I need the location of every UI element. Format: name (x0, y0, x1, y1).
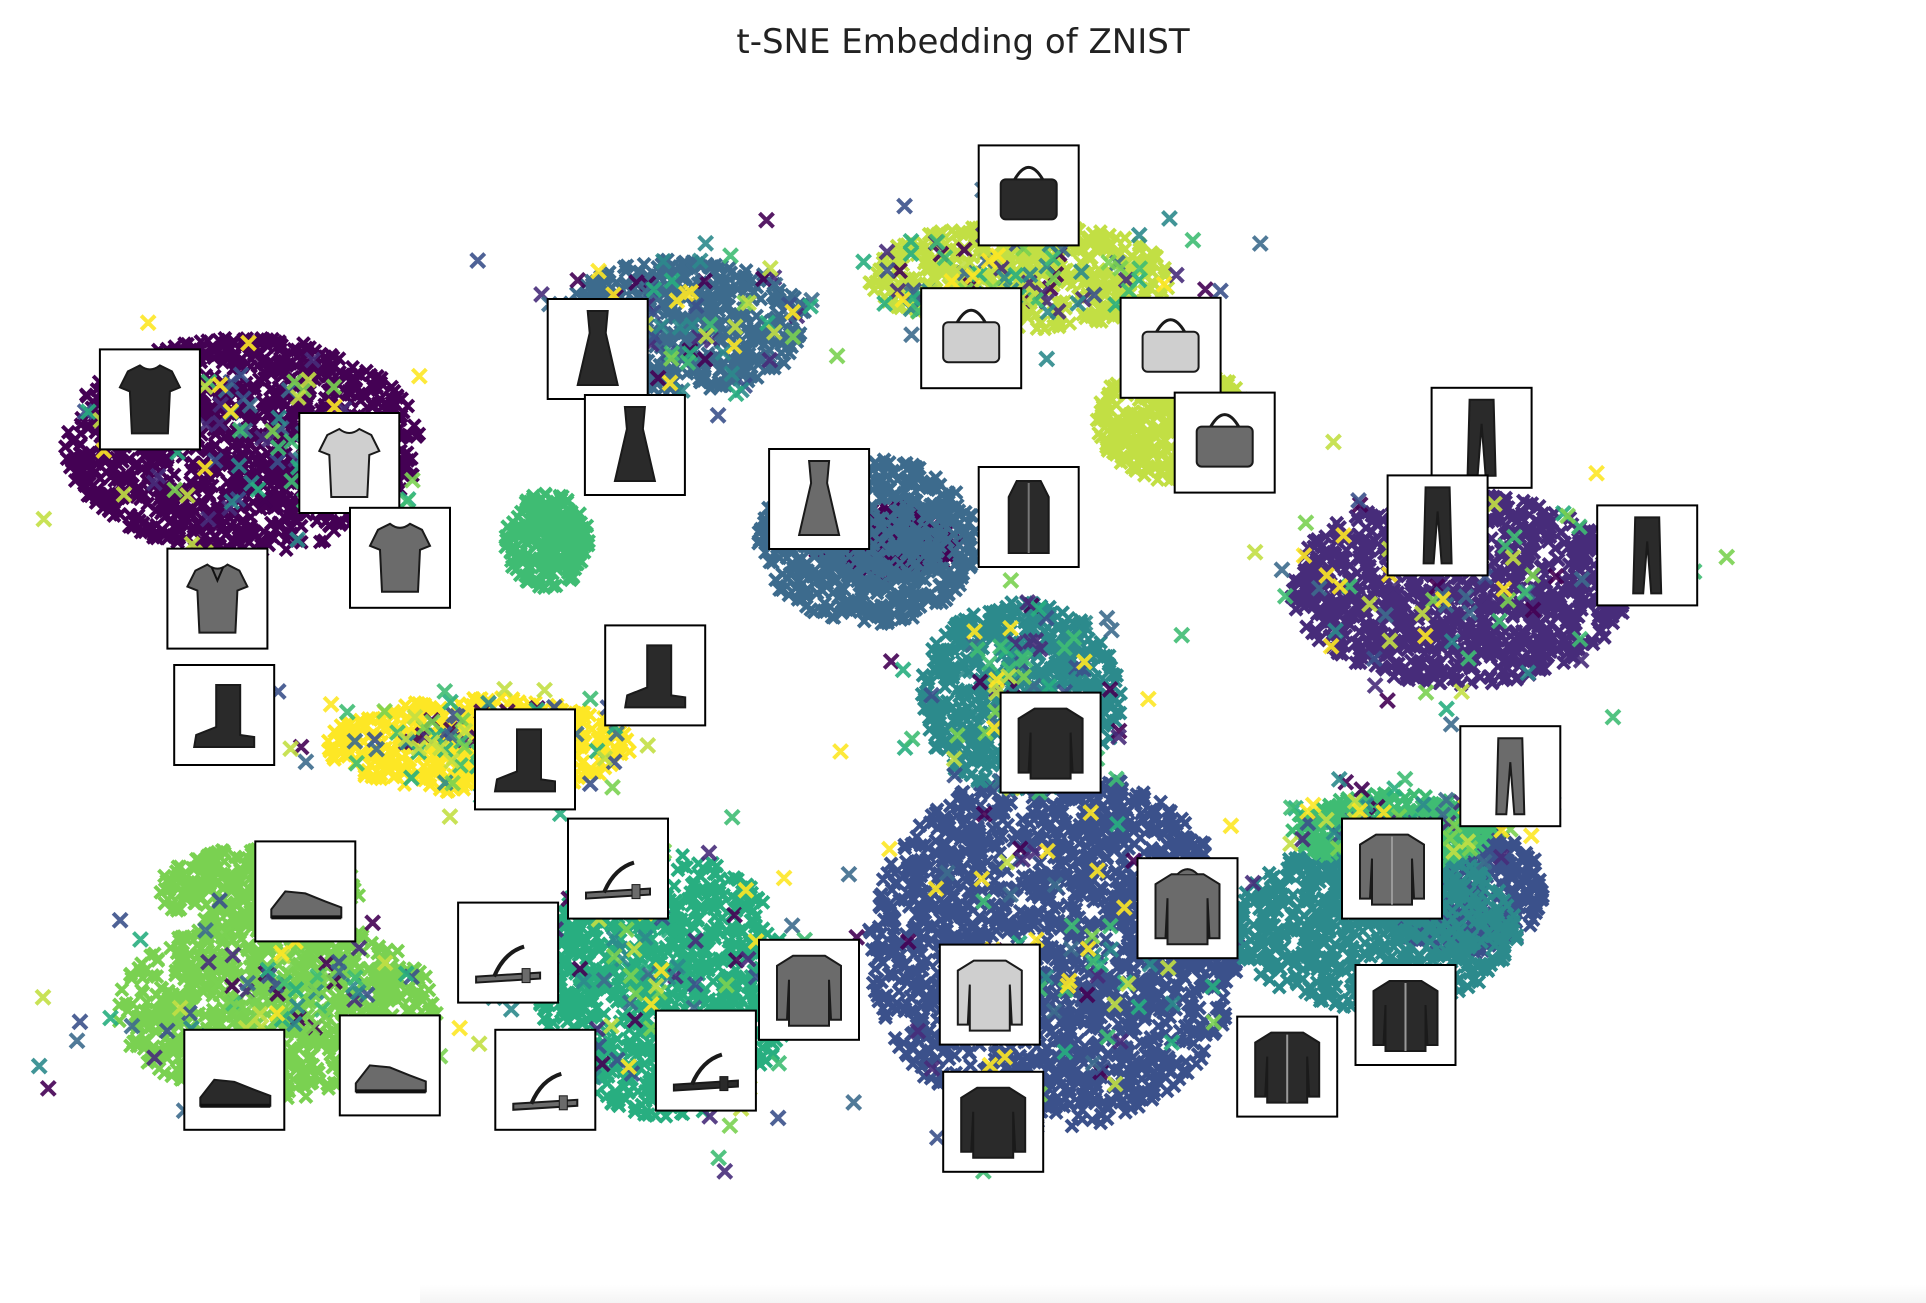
sneaker-icon (270, 890, 343, 920)
thumbnail-16-ankle-boot-icon (173, 664, 276, 766)
shirt-icon (1359, 833, 1425, 906)
tshirt-icon (317, 427, 381, 498)
thumbnail-29-pullover-icon (942, 1070, 1045, 1173)
coat-icon (1007, 480, 1050, 554)
sandal-icon (512, 1071, 579, 1111)
thumbnail-frame (494, 1028, 597, 1131)
thumbnail-frame (338, 1014, 441, 1117)
dress-icon (797, 460, 841, 536)
thumbnail-2-tshirt-icon (349, 506, 451, 609)
trouser-icon (1422, 486, 1453, 565)
ankle-boot-icon (493, 728, 556, 793)
trouser-icon (1632, 516, 1663, 595)
jacket-icon (1254, 1031, 1321, 1104)
bag-icon (1141, 318, 1200, 373)
thumbnail-31-shirt-icon (1341, 817, 1443, 920)
thumbnail-frame (1459, 725, 1562, 828)
ankle-boot-icon (624, 644, 687, 709)
thumbnail-7-coat-icon (977, 466, 1080, 568)
thumbnail-25-sandal-icon (654, 1009, 757, 1112)
sandal-icon (475, 944, 542, 984)
thumbnail-layer (98, 144, 1699, 1173)
chart-title: t-SNE Embedding of ZNIST (736, 22, 1190, 62)
thumbnail-frame (654, 1009, 757, 1112)
thumbnail-14-trouser-icon (1596, 504, 1699, 607)
ankle-boot-icon (193, 684, 256, 748)
thumbnail-frame (183, 1028, 286, 1131)
pullover-icon (1017, 707, 1084, 780)
thumbnail-18-ankle-boot-icon (604, 624, 707, 727)
pullover-icon (956, 959, 1023, 1032)
pullover-icon (960, 1086, 1027, 1159)
trouser-icon (1495, 737, 1526, 816)
thumbnail-0-tshirt-icon (98, 348, 201, 451)
thumbnail-32-jacket-icon (1354, 964, 1457, 1066)
thumbnail-frame (567, 817, 669, 920)
bag-icon (942, 308, 1001, 364)
thumbnail-17-ankle-boot-icon (474, 708, 576, 811)
hoodie-icon (1154, 868, 1221, 946)
bottom-fade (420, 1285, 1926, 1303)
thumbnail-21-sneaker-icon (338, 1014, 441, 1117)
thumbnail-30-hoodie-icon (1136, 857, 1239, 960)
scatter-marks-shirt (498, 486, 597, 596)
thumbnail-8-bag-icon (977, 144, 1080, 247)
thumbnail-27-pullover-icon (758, 938, 860, 1041)
sneaker-icon (199, 1078, 272, 1108)
thumbnail-26-pullover-icon (999, 691, 1102, 794)
sneaker-icon (354, 1064, 427, 1094)
thumbnail-9-bag-icon (920, 287, 1023, 390)
thumbnail-28-pullover-icon (938, 943, 1041, 1046)
thumbnail-4-dress-icon (546, 298, 649, 400)
bag-icon (1195, 413, 1254, 468)
thumbnail-13-trouser-icon (1386, 474, 1489, 577)
thumbnail-24-sandal-icon (494, 1028, 597, 1131)
thumbnail-12-trouser-icon (1430, 386, 1533, 489)
thumbnail-19-sneaker-icon (254, 840, 357, 943)
sandal-icon (672, 1052, 739, 1092)
thumbnail-33-jacket-icon (1236, 1015, 1339, 1118)
dress-icon (576, 310, 619, 386)
pullover-icon (776, 954, 842, 1027)
thumbnail-15-trouser-icon (1459, 725, 1562, 828)
tshirt-icon (118, 364, 182, 435)
thumbnail-22-sandal-icon (567, 817, 669, 920)
thumbnail-10-bag-icon (1119, 296, 1222, 399)
scatter-points-layer (30, 181, 1736, 1180)
thumbnail-3-polo-shirt-icon (166, 547, 269, 650)
thumbnail-frame (457, 901, 560, 1004)
thumbnail-11-bag-icon (1173, 391, 1276, 494)
tshirt-icon (368, 522, 432, 593)
thumbnail-1-tshirt-icon (298, 412, 401, 514)
dress-icon (613, 406, 657, 482)
polo-shirt-icon (186, 563, 249, 634)
thumbnail-20-sneaker-icon (183, 1028, 286, 1131)
jacket-icon (1372, 980, 1439, 1052)
thumbnail-6-dress-icon (768, 448, 871, 550)
thumbnail-5-dress-icon (583, 394, 686, 496)
sandal-icon (585, 860, 651, 900)
thumbnail-frame (254, 840, 357, 943)
bag-icon (999, 165, 1058, 221)
thumbnail-23-sandal-icon (457, 901, 560, 1004)
thumbnail-frame (977, 144, 1080, 247)
